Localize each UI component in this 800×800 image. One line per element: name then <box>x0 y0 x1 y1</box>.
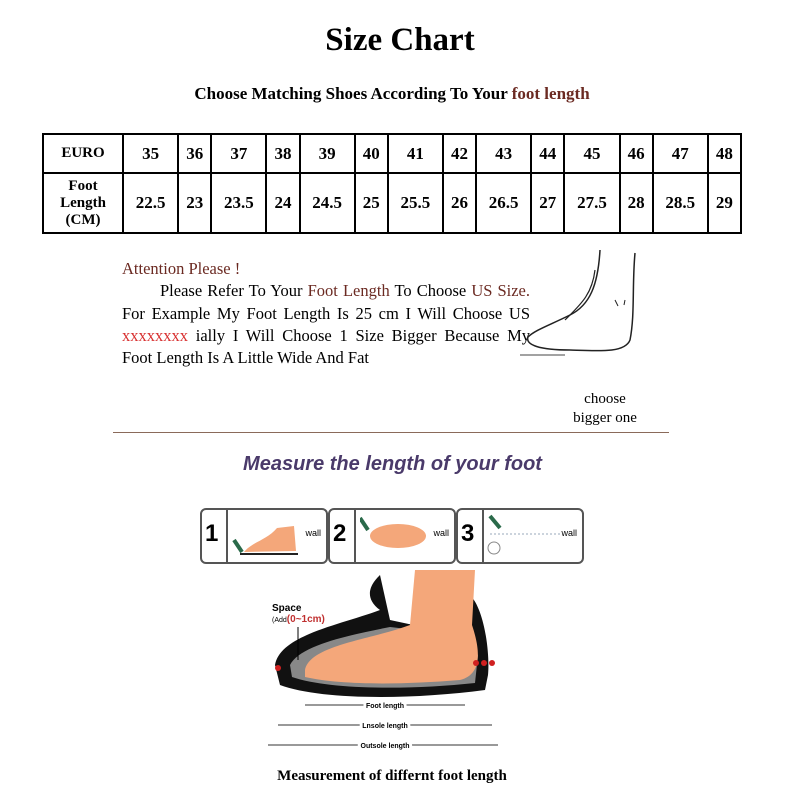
page-title: Size Chart <box>325 22 475 58</box>
foot-length-cell: 28.5 <box>651 172 709 234</box>
svg-text:Lnsole length: Lnsole length <box>362 723 408 730</box>
euro-size-cell: 44 <box>530 133 566 174</box>
euro-header: EURO <box>42 133 124 174</box>
subtitle-highlight: foot length <box>511 84 590 103</box>
attention-note: Attention Please ! Please Refer To Your … <box>122 259 531 368</box>
svg-text:Foot length: Foot length <box>366 703 404 710</box>
foot-length-cell: 27.5 <box>563 172 621 234</box>
foot-length-cell: 24 <box>265 172 301 234</box>
foot-length-cell: 27 <box>530 172 566 234</box>
ruler-icon <box>487 514 562 555</box>
foot-length-cell: 23.5 <box>210 172 268 234</box>
euro-size-cell: 36 <box>177 133 213 174</box>
euro-size-cell: 47 <box>651 133 709 174</box>
choose-bigger-note: choose bigger one <box>573 391 637 426</box>
foot-length-cell: 24.5 <box>298 172 356 234</box>
euro-size-cell: 38 <box>265 133 301 174</box>
caption: Measurement of differnt foot length <box>277 768 507 784</box>
euro-size-cell: 35 <box>121 133 180 174</box>
step-2: 2 wall <box>328 508 456 564</box>
table-row-euro: EURO 35 36 37 38 39 40 41 42 43 44 45 46 47 48 <box>42 133 743 174</box>
euro-size-cell: 41 <box>386 133 445 174</box>
euro-size-cell: 45 <box>563 133 621 174</box>
foot-length-cell: 23 <box>177 172 213 234</box>
foot-length-cell: 26.5 <box>475 172 533 234</box>
step-3: 3 wall <box>456 508 584 564</box>
euro-size-cell: 37 <box>210 133 268 174</box>
divider <box>113 432 669 433</box>
foot-side-icon <box>232 526 298 555</box>
foot-length-cell: 25 <box>353 172 389 234</box>
foot-length-cell: 26 <box>442 172 478 234</box>
table-row-foot-length: Foot Length (CM) 22.5 23 23.5 24 24.5 25 25.5 26 26… <box>42 172 743 234</box>
foot-length-cell: 28 <box>618 172 654 234</box>
foot-length-cell: 29 <box>706 172 743 234</box>
size-table: EURO 35 36 37 38 39 40 41 42 43 44 45 46 47 48 Foot Len… <box>42 133 743 234</box>
foot-top-icon <box>360 516 426 548</box>
euro-size-cell: 46 <box>618 133 654 174</box>
euro-size-cell: 42 <box>442 133 478 174</box>
euro-size-cell: 40 <box>353 133 389 174</box>
foot-length-header: Foot Length (CM) <box>42 172 124 234</box>
foot-length-cell: 25.5 <box>386 172 445 234</box>
foot-length-cell: 22.5 <box>121 172 180 234</box>
subtitle: Choose Matching Shoes According To Your … <box>0 84 784 104</box>
shoe-foot-diagram: Space (Add(0~1cm) Foot length Lnsole len… <box>268 570 498 753</box>
euro-size-cell: 43 <box>475 133 533 174</box>
svg-text:Outsole length: Outsole length <box>361 743 410 750</box>
euro-size-cell: 48 <box>706 133 743 174</box>
euro-size-cell: 39 <box>298 133 356 174</box>
subtitle-text: Choose Matching Shoes According To Your <box>194 84 512 103</box>
step-1: 1 wall <box>200 508 328 564</box>
measure-heading: Measure the length of your foot <box>243 453 542 475</box>
attention-heading: Attention Please ! <box>122 259 241 278</box>
foot-sketch-icon <box>520 249 636 356</box>
svg-text:Space: Space <box>272 603 302 614</box>
svg-text:(Add(0~1cm): (Add(0~1cm) <box>272 614 325 625</box>
